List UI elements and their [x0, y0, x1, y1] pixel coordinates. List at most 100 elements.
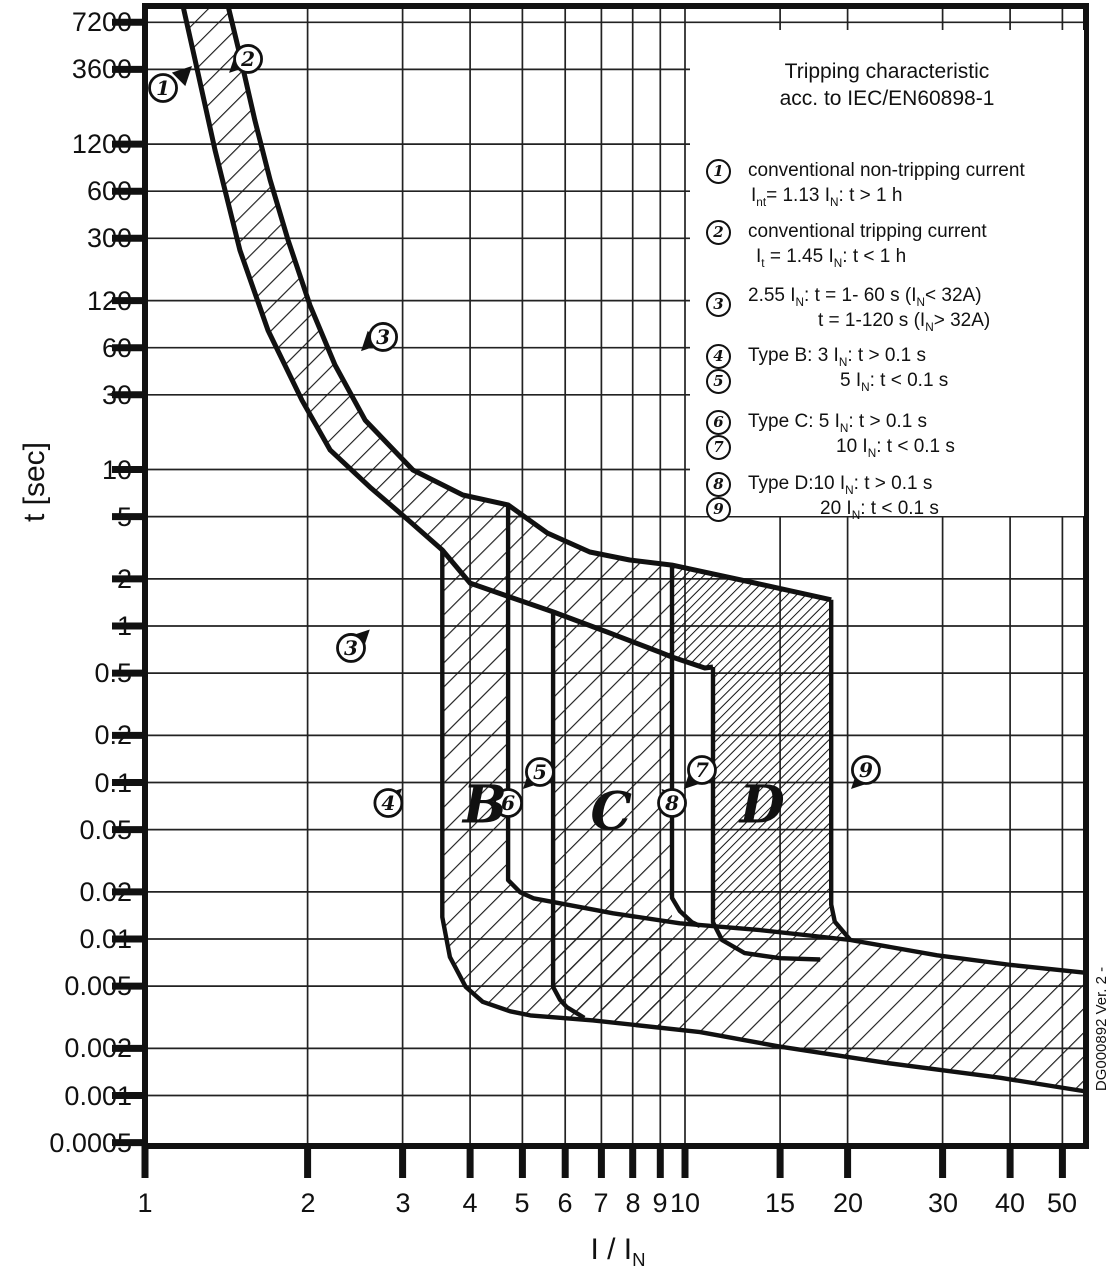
x-tick-label: 50	[1046, 1188, 1078, 1218]
legend-item-text: conventional tripping current	[748, 221, 987, 242]
legend-item-text: Type C: 5 IN: t > 0.1 s	[748, 411, 928, 435]
marker-number: 1	[156, 76, 170, 100]
marker-number: 7	[695, 758, 709, 782]
x-tick-label: 5	[514, 1188, 530, 1218]
tolerance-bands	[183, 6, 1087, 1092]
y-tick-label: 0.001	[64, 1081, 132, 1111]
legend-circled-number: 4	[706, 344, 731, 369]
marker-number: 3	[376, 325, 390, 349]
legend-circled-number: 2	[706, 220, 731, 245]
marker-8: 8	[657, 788, 687, 818]
marker-9: 9	[851, 755, 881, 789]
y-tick-label: 120	[86, 286, 132, 316]
legend-item-text: t = 1-120 s (IN> 32A)	[818, 310, 991, 334]
legend-circled-number: 5	[706, 369, 731, 394]
chart-title-line2: acc. to IEC/EN60898-1	[779, 87, 995, 110]
y-tick-label: 300	[86, 223, 132, 253]
type-letter-B: B	[461, 775, 507, 836]
y-tick-label: 10	[101, 455, 132, 485]
x-tick-label: 4	[462, 1188, 478, 1218]
x-tick-label: 20	[832, 1188, 864, 1218]
legend-circled-number: 6	[706, 410, 731, 435]
x-tick-label: 3	[395, 1188, 411, 1218]
marker-number: 9	[859, 758, 873, 782]
y-tick-label: 1	[116, 611, 132, 641]
marker-2: 2	[229, 44, 263, 74]
curve-d_min	[710, 667, 821, 962]
marker-6: 6	[493, 788, 523, 818]
marker-number: 3	[344, 636, 358, 660]
marker-1: 1	[148, 65, 193, 103]
legend-item-text: Type D:10 IN: t > 0.1 s	[748, 473, 933, 497]
marker-3: 3	[361, 322, 398, 352]
version-label: DG000892 Ver. 2 - 06/07	[1093, 966, 1110, 1092]
y-tick-label: 0.002	[64, 1033, 132, 1063]
legend-item-text: conventional non-tripping current	[748, 160, 1025, 181]
x-tick-label: 8	[625, 1188, 641, 1218]
region-type-c	[553, 611, 672, 1028]
chart-title: Tripping characteristic acc. to IEC/EN60…	[690, 58, 1084, 112]
marker-number: 8	[664, 791, 679, 815]
curve-c_max	[669, 565, 701, 928]
x-tick-label: 10	[669, 1188, 701, 1218]
legend-circled-number: 7	[706, 435, 731, 460]
legend-circled-number: 9	[706, 497, 731, 522]
y-tick-label: 30	[101, 380, 132, 410]
marker-number: 5	[533, 760, 547, 784]
y-tick-label: 600	[86, 176, 132, 206]
marker-7: 7	[683, 755, 717, 789]
x-tick-label: 7	[593, 1188, 609, 1218]
region-thermal-band	[183, 6, 672, 657]
curve-c_min	[550, 611, 586, 1020]
legend-item-text: 2.55 IN: t = 1- 60 s (IN< 32A)	[748, 285, 982, 309]
y-tick-label: 1200	[71, 129, 132, 159]
type-letter-D: D	[738, 775, 785, 836]
marker-4: 4	[373, 788, 404, 818]
y-tick-label: 5	[116, 502, 132, 532]
y-tick-label: 0.01	[79, 924, 132, 954]
marker-number: 2	[240, 47, 255, 71]
legend-circled-number: 3	[706, 292, 731, 317]
legend-item-text: 5 IN: t < 0.1 s	[840, 370, 949, 394]
x-tick-label: 1	[137, 1188, 153, 1218]
curve-thermal_upper	[225, 5, 832, 603]
legend-item-text: 20 IN: t < 0.1 s	[820, 498, 939, 522]
region-type-d	[672, 565, 851, 940]
marker-5: 5	[522, 757, 555, 789]
y-tick-label: 0.02	[79, 877, 132, 907]
legend: Tripping characteristic acc. to IEC/EN60…	[690, 30, 1084, 522]
legend-circled-number: 8	[706, 472, 731, 497]
x-tick-label: 9	[652, 1188, 668, 1218]
legend-item-text: It = 1.45 IN: t < 1 h	[756, 246, 907, 270]
x-tick-label: 6	[557, 1188, 573, 1218]
x-tick-label: 15	[764, 1188, 796, 1218]
legend-circled-number: 1	[706, 159, 731, 184]
y-tick-label: 0.2	[94, 720, 132, 750]
y-tick-label: 7200	[71, 7, 132, 37]
x-axis-title: I / IN	[590, 1233, 646, 1270]
legend-item-text: Int= 1.13 IN: t > 1 h	[751, 185, 903, 209]
type-letter-C: C	[590, 781, 631, 842]
y-tick-label: 0.05	[79, 815, 132, 845]
x-tick-label: 2	[300, 1188, 316, 1218]
characteristic-curves	[180, 5, 1087, 1094]
chart-title-line1: Tripping characteristic	[784, 60, 990, 83]
y-tick-label: 0.005	[64, 971, 132, 1001]
y-axis-title: t [sec]	[18, 441, 51, 523]
curve-b_max_and_bottom_upper	[505, 504, 1087, 975]
legend-item-text: 10 IN: t < 0.1 s	[836, 436, 955, 460]
x-tick-label: 40	[994, 1188, 1026, 1218]
curve-thermal_lower	[180, 5, 714, 671]
marker-number: 6	[501, 791, 515, 815]
y-tick-label: 0.0005	[49, 1128, 132, 1158]
marker-wedge-icon	[171, 65, 193, 87]
legend-item-text: Type B: 3 IN: t > 0.1 s	[748, 345, 927, 369]
y-tick-label: 2	[116, 564, 132, 594]
marker-3: 3	[336, 629, 370, 663]
curve-b_min_and_bottom_lower	[440, 550, 1087, 1094]
marker-number: 4	[381, 791, 395, 815]
y-tick-label: 3600	[71, 54, 132, 84]
